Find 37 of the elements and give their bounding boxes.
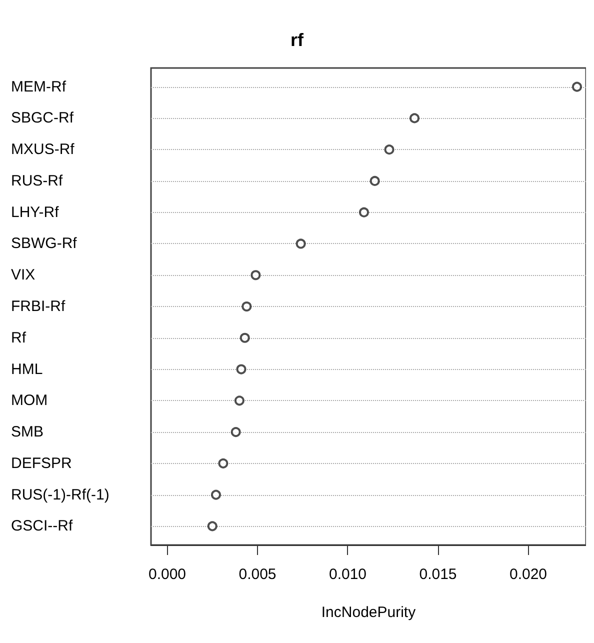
point xyxy=(210,490,221,500)
point xyxy=(572,82,582,92)
y-tick-label: GSCI--Rf xyxy=(11,518,74,535)
point xyxy=(240,332,250,343)
y-tick-label: MEM-Rf xyxy=(11,78,67,96)
x-axis-title: IncNodePurity xyxy=(321,604,416,621)
x-tick-label: 0.015 xyxy=(419,566,457,583)
y-tick-label: FRBI-Rf xyxy=(11,298,66,315)
y-tick-label: DEFSPR xyxy=(11,454,72,472)
point xyxy=(296,238,306,249)
y-tick-label: Rf xyxy=(11,329,27,346)
y-tick-label: HML xyxy=(11,360,43,378)
point xyxy=(230,427,241,438)
y-tick-label: SMB xyxy=(11,424,44,441)
point xyxy=(236,364,246,374)
point xyxy=(358,207,369,218)
y-tick-label: SBGC-Rf xyxy=(11,110,74,127)
point xyxy=(410,113,420,124)
point xyxy=(384,144,394,155)
x-tick-label: 0.020 xyxy=(509,566,548,583)
y-tick-label: LHY-Rf xyxy=(11,204,60,221)
y-tick-label: VIX xyxy=(11,266,36,284)
point xyxy=(234,396,244,406)
x-tick-label: 0.000 xyxy=(148,566,186,583)
y-tick-label: SBWG-Rf xyxy=(11,235,78,252)
point xyxy=(207,521,218,532)
point xyxy=(242,302,252,312)
y-tick-label: MXUS-Rf xyxy=(11,141,76,158)
point xyxy=(370,176,380,186)
x-tick-label: 0.005 xyxy=(238,566,276,583)
y-tick-label: RUS-Rf xyxy=(11,172,64,190)
point xyxy=(250,270,261,280)
chart-title: rf xyxy=(290,30,305,50)
point xyxy=(218,458,228,468)
y-tick-label: RUS(-1)-Rf(-1) xyxy=(11,486,110,504)
y-tick-label: MOM xyxy=(11,392,48,410)
x-tick-label: 0.010 xyxy=(328,566,367,583)
